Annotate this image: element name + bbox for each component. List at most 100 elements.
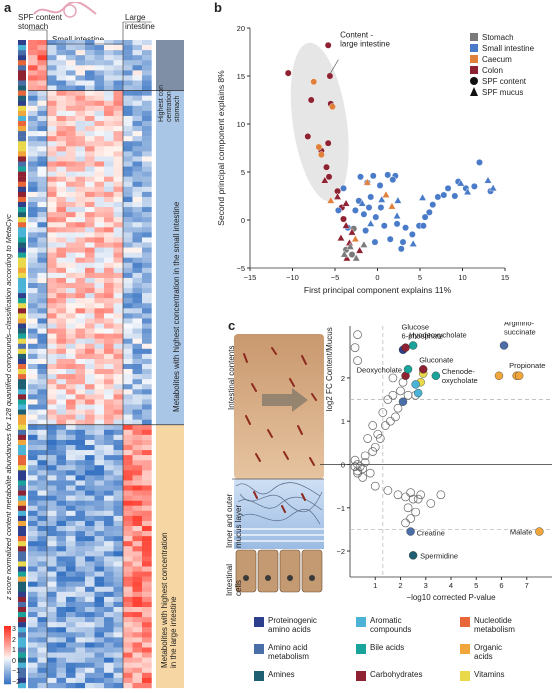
pca-point [355, 246, 364, 254]
class-annotation-cell [18, 662, 26, 668]
panel-c-legend: Proteinogenic amino acids Aromatic compou… [254, 616, 554, 692]
x-tick-label: 4 [449, 581, 453, 590]
heatmap-cell [132, 632, 143, 638]
heatmap-cell [75, 500, 86, 506]
colorbar-segment [4, 657, 11, 660]
heatmap-cell [142, 399, 152, 405]
heatmap-cell [66, 399, 76, 405]
heatmap-cell [47, 576, 57, 582]
heatmap-cell [123, 536, 133, 542]
heatmap-cell [56, 561, 67, 567]
heatmap-cell [104, 191, 114, 198]
colorbar-segment [4, 668, 11, 670]
class-annotation-cell [18, 424, 26, 431]
heatmap-cell [142, 90, 152, 96]
class-annotation-cell [18, 470, 26, 476]
colorbar-tick-label: −2 [12, 678, 20, 686]
heatmap-cell [104, 445, 114, 451]
heatmap-cell [37, 267, 48, 274]
heatmap-cell [94, 217, 105, 223]
heatmap-cell [28, 505, 38, 512]
heatmap-cell [28, 419, 38, 425]
heatmap-cell [47, 146, 57, 152]
y-tick-label: −5 [236, 264, 245, 273]
heatmap-cell [47, 171, 57, 177]
heatmap-cell [37, 323, 48, 329]
heatmap-cell [113, 424, 124, 431]
x-tick-label: 3 [424, 581, 428, 590]
heatmap-cell [104, 166, 114, 172]
heatmap-cell [47, 80, 57, 86]
x-axis-label: −log10 corrected P-value [406, 593, 496, 602]
heatmap-cell [142, 505, 152, 512]
heatmap-cell [104, 272, 114, 279]
colorbar-segment [4, 639, 11, 641]
pca-point [329, 103, 336, 111]
heatmap-cell [56, 495, 67, 501]
heatmap-cell [37, 404, 48, 410]
heatmap-cell [142, 65, 152, 71]
heatmap-cell [94, 369, 105, 375]
heatmap-cell [28, 445, 38, 451]
metabolite-point [436, 490, 446, 500]
heatmap-cell [85, 151, 95, 157]
heatmap-cell [94, 576, 105, 582]
heatmap-cell [123, 586, 133, 593]
metabolite-label: Chenode-oxycholate [442, 367, 478, 385]
heatmap-cell [104, 414, 114, 420]
heatmap-cell [94, 115, 105, 122]
heatmap-cell [47, 536, 57, 542]
heatmap-cell [56, 505, 67, 512]
heatmap-cell [123, 207, 133, 213]
heatmap-cell [28, 677, 38, 684]
heatmap-cell [113, 343, 124, 350]
colorbar-segment [4, 670, 11, 673]
heatmap-cell [113, 60, 124, 66]
heatmap-cell [56, 70, 67, 76]
heatmap-cell [56, 181, 67, 188]
heatmap-cell [123, 232, 133, 238]
heatmap-cell [104, 181, 114, 188]
heatmap-cell [66, 45, 76, 51]
heatmap-cell [94, 222, 105, 228]
heatmap-cell [123, 364, 133, 370]
heatmap-cell [75, 561, 86, 567]
heatmap-cell [85, 531, 95, 537]
heatmap-cell [113, 50, 124, 56]
heatmap-cell [66, 196, 76, 203]
heatmap-cell [142, 429, 152, 436]
heatmap-cell [85, 526, 95, 532]
heatmap-cell [132, 161, 143, 167]
heatmap-cell [75, 541, 86, 547]
legend-swatch [356, 617, 366, 627]
heatmap-cell [123, 591, 133, 598]
heatmap-cell [132, 156, 143, 162]
heatmap-cell [94, 166, 105, 172]
heatmap-cell [104, 90, 114, 96]
heatmap-cell [85, 591, 95, 598]
heatmap-cell [132, 298, 143, 304]
pca-point [483, 176, 493, 184]
heatmap-cell [113, 581, 124, 587]
heatmap-cell [56, 303, 67, 309]
pca-point [451, 192, 459, 200]
heatmap-cell [75, 303, 86, 309]
heatmap-cell [66, 394, 76, 400]
heatmap-cell [142, 531, 152, 537]
heatmap-cell [28, 313, 38, 319]
heatmap-cell [75, 612, 86, 618]
heatmap-cell [37, 126, 48, 132]
heatmap-cell [66, 338, 76, 344]
heatmap-cell [47, 495, 57, 501]
heatmap-cell [132, 404, 143, 410]
heatmap-cell [142, 70, 152, 76]
heatmap-cell [132, 237, 143, 243]
legend-label: Aromatic compounds [370, 616, 412, 634]
heatmap-cell [37, 110, 48, 117]
class-annotation-cell [18, 80, 26, 86]
heatmap-cell [66, 176, 76, 182]
heatmap-cell [66, 526, 76, 532]
heatmap-cell [37, 121, 48, 127]
heatmap-cell [113, 531, 124, 537]
heatmap-cell [47, 677, 57, 684]
